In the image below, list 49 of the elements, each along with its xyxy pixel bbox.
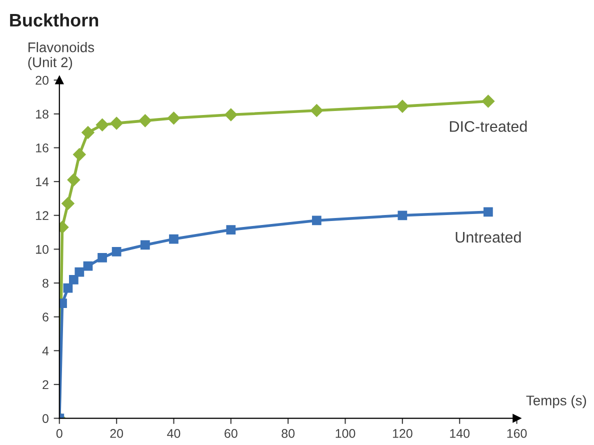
y-tick-label: 12 — [36, 211, 48, 220]
y-tick-label: 20 — [36, 76, 48, 85]
point — [67, 173, 80, 186]
x-axis-title: Temps (s) — [526, 395, 586, 408]
y-tick-label: 2 — [42, 380, 48, 390]
x-tick-label: 20 — [110, 429, 124, 438]
point — [110, 116, 123, 130]
point — [140, 240, 150, 250]
point — [96, 118, 109, 132]
point — [396, 100, 409, 113]
point — [98, 252, 107, 262]
point — [73, 148, 86, 161]
point — [82, 126, 94, 139]
point — [169, 234, 178, 244]
series-label: Untreated — [456, 231, 521, 243]
point — [167, 112, 180, 125]
point — [62, 197, 74, 210]
chart-title: Buckthorn — [10, 13, 98, 27]
point — [484, 207, 493, 217]
x-tick-label: 120 — [392, 429, 412, 438]
x-tick-label: 60 — [224, 429, 238, 438]
x-tick-label: 160 — [507, 429, 527, 438]
point — [63, 283, 73, 293]
point — [69, 274, 78, 284]
y-tick-label: 4 — [42, 346, 49, 356]
x-tick-label: 100 — [336, 429, 356, 438]
y-tick-label: 8 — [42, 278, 48, 288]
point — [112, 247, 122, 256]
point — [83, 261, 93, 271]
x-tick-label: 40 — [167, 429, 180, 438]
y-tick-label: 10 — [36, 245, 48, 254]
point — [224, 108, 238, 122]
point — [482, 94, 495, 108]
point — [74, 267, 84, 277]
x-tick-label: 80 — [282, 429, 295, 438]
y-tick-label: 0 — [42, 414, 48, 423]
point — [312, 216, 322, 226]
y-tick-label: 14 — [36, 177, 49, 186]
point — [226, 225, 236, 234]
point — [398, 210, 408, 220]
series-label: DIC-treated — [450, 120, 527, 132]
x-tick-label: 140 — [450, 429, 470, 438]
y-axis-title: Flavonoids (Unit 2) — [28, 42, 94, 70]
y-tick-label: 16 — [36, 144, 48, 152]
point — [138, 114, 152, 128]
x-tick-label: 0 — [56, 429, 62, 438]
point — [310, 104, 324, 117]
y-tick-label: 18 — [36, 110, 48, 119]
y-tick-label: 6 — [42, 312, 48, 322]
